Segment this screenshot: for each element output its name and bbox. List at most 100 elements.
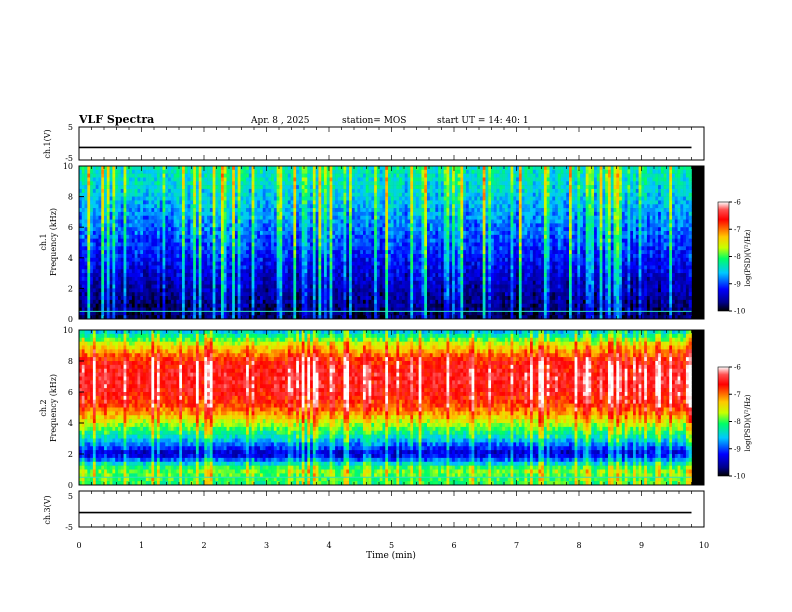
spectrogram-cell xyxy=(168,174,171,178)
spectrogram-cell xyxy=(213,174,216,178)
spectrogram-cell xyxy=(174,212,177,216)
spectrogram-cell xyxy=(263,189,266,193)
spectrogram-cell xyxy=(321,281,324,285)
spectrogram-cell xyxy=(90,200,93,204)
spectrogram-cell xyxy=(313,300,316,304)
spectrogram-cell xyxy=(190,300,193,304)
spectrogram-cell xyxy=(160,174,163,178)
spectrogram-cell xyxy=(101,212,104,216)
spectrogram-cell xyxy=(199,285,202,289)
spectrogram-cell xyxy=(179,239,182,243)
spectrogram-cell xyxy=(227,296,230,300)
spectrogram-cell xyxy=(335,170,338,174)
spectrogram-cell xyxy=(157,200,160,204)
spectrogram-cell xyxy=(341,269,344,273)
spectrogram-cell xyxy=(96,269,99,273)
spectrogram-cell xyxy=(355,265,358,269)
spectrogram-cell xyxy=(168,212,171,216)
spectrogram-cell xyxy=(151,239,154,243)
spectrogram-cell xyxy=(176,300,179,304)
spectrogram-cell xyxy=(279,170,282,174)
spectrogram-cell xyxy=(210,231,213,235)
spectrogram-cell xyxy=(126,200,129,204)
spectrogram-cell xyxy=(268,311,271,315)
spectrogram-cell xyxy=(266,292,269,296)
spectrogram-cell xyxy=(149,231,152,235)
spectrogram-cell xyxy=(215,288,218,292)
spectrogram-cell xyxy=(279,189,282,193)
spectrogram-cell xyxy=(112,239,115,243)
spectrogram-cell xyxy=(163,269,166,273)
spectrogram-cell xyxy=(182,296,185,300)
spectrogram-cell xyxy=(204,193,207,197)
spectrogram-cell xyxy=(369,177,372,181)
spectrogram-cell xyxy=(229,239,232,243)
spectrogram-cell xyxy=(330,174,333,178)
spectrogram-cell xyxy=(107,181,110,185)
spectrogram-cell xyxy=(318,189,321,193)
spectrogram-cell xyxy=(85,235,88,239)
spectrogram-cell xyxy=(302,258,305,262)
spectrogram-cell xyxy=(307,292,310,296)
spectrogram-cell xyxy=(307,189,310,193)
spectrogram-cell xyxy=(199,231,202,235)
spectrogram-cell xyxy=(227,250,230,254)
spectrogram-cell xyxy=(179,235,182,239)
spectrogram-cell xyxy=(176,197,179,201)
spectrogram-cell xyxy=(310,223,313,227)
spectrogram-cell xyxy=(179,208,182,212)
spectrogram-cell xyxy=(213,239,216,243)
spectrogram-cell xyxy=(282,208,285,212)
spectrogram-cell xyxy=(221,265,224,269)
spectrogram-cell xyxy=(352,258,355,262)
spectrogram-cell xyxy=(190,288,193,292)
spectrogram-cell xyxy=(335,300,338,304)
spectrogram-cell xyxy=(132,208,135,212)
spectrogram-cell xyxy=(110,235,113,239)
spectrogram-cell xyxy=(221,292,224,296)
spectrogram-cell xyxy=(366,181,369,185)
spectrogram-cell xyxy=(299,273,302,277)
spectrogram-cell xyxy=(305,288,308,292)
spectrogram-cell xyxy=(224,177,227,181)
spectrogram-cell xyxy=(135,166,138,170)
spectrogram-cell xyxy=(310,288,313,292)
spectrogram-cell xyxy=(341,223,344,227)
spectrogram-cell xyxy=(179,296,182,300)
spectrogram-cell xyxy=(165,265,168,269)
spectrogram-cell xyxy=(185,170,188,174)
spectrogram-cell xyxy=(243,246,246,250)
spectrogram-cell xyxy=(266,273,269,277)
spectrogram-cell xyxy=(271,311,274,315)
spectrogram-cell xyxy=(93,200,96,204)
spectrogram-cell xyxy=(282,273,285,277)
spectrogram-cell xyxy=(310,227,313,231)
spectrogram-cell xyxy=(132,170,135,174)
spectrogram-cell xyxy=(140,285,143,289)
spectrogram-cell xyxy=(291,208,294,212)
spectrogram-cell xyxy=(135,300,138,304)
spectrogram-cell xyxy=(107,269,110,273)
spectrogram-cell xyxy=(310,177,313,181)
spectrogram-cell xyxy=(110,197,113,201)
spectrogram-cell xyxy=(168,262,171,266)
spectrogram-cell xyxy=(357,277,360,281)
spectrogram-cell xyxy=(163,189,166,193)
spectrogram-cell xyxy=(199,166,202,170)
spectrogram-cell xyxy=(98,193,101,197)
spectrogram-cell xyxy=(140,265,143,269)
spectrogram-cell xyxy=(332,300,335,304)
spectrogram-cell xyxy=(324,235,327,239)
spectrogram-cell xyxy=(126,239,129,243)
spectrogram-cell xyxy=(85,288,88,292)
spectrogram-cell xyxy=(360,304,363,308)
spectrogram-cell xyxy=(357,174,360,178)
spectrogram-cell xyxy=(104,269,107,273)
spectrogram-cell xyxy=(185,216,188,220)
spectrogram-cell xyxy=(121,258,124,262)
spectrogram-cell xyxy=(112,227,115,231)
spectrogram-cell xyxy=(332,185,335,189)
spectrogram-cell xyxy=(307,212,310,216)
spectrogram-cell xyxy=(293,281,296,285)
spectrogram-cell xyxy=(185,197,188,201)
